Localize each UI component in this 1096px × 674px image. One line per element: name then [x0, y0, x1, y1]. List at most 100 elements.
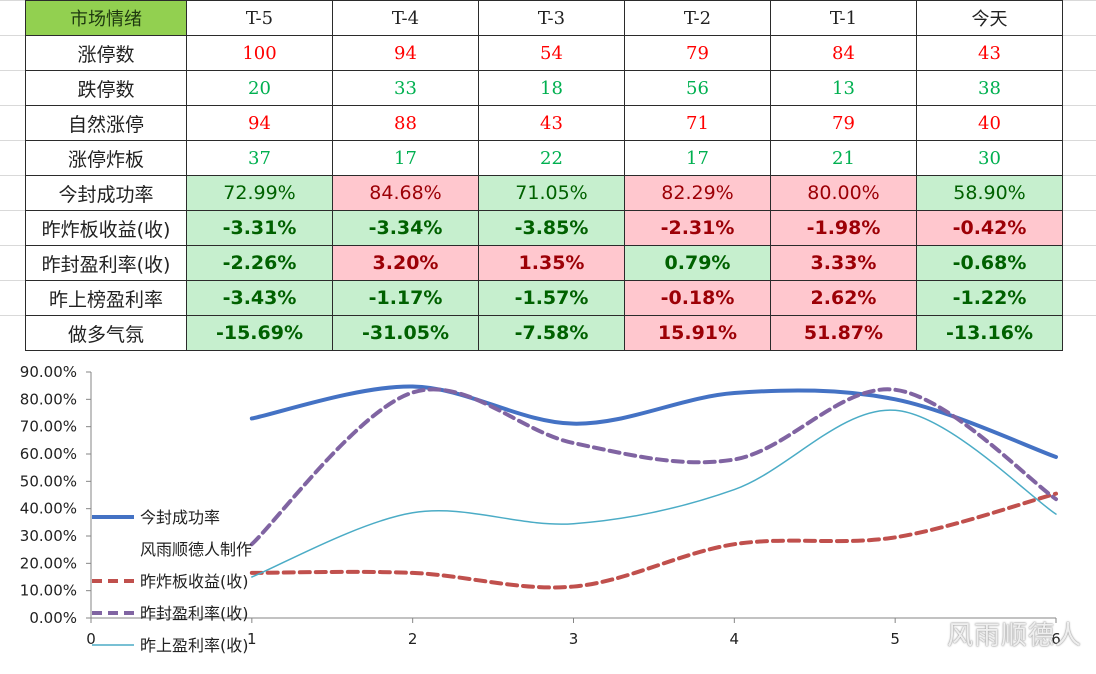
table-row: 昨上榜盈利率 -3.43% -1.17% -1.57% -0.18% 2.62% -1.22…	[25, 280, 1063, 316]
legend-label: 昨炸板收益(收)	[140, 572, 249, 591]
row-header[interactable]: 涨停炸板	[25, 140, 187, 176]
y-tick-label: 20.00%	[20, 554, 77, 572]
table-cell[interactable]: 40	[916, 105, 1063, 141]
table-cell[interactable]: 38	[916, 70, 1063, 106]
table-cell[interactable]: 21	[770, 140, 917, 176]
column-header[interactable]: T-3	[478, 0, 625, 36]
column-header[interactable]: T-5	[186, 0, 333, 36]
row-header[interactable]: 跌停数	[25, 70, 187, 106]
y-tick-label: 0.00%	[29, 609, 77, 627]
table-cell[interactable]: -3.34%	[332, 210, 479, 246]
row-header[interactable]: 涨停数	[25, 35, 187, 71]
series-line-3	[249, 387, 1058, 547]
series-line-4	[251, 409, 1057, 578]
table-cell[interactable]: 3.33%	[770, 245, 917, 281]
table-cell[interactable]: -1.22%	[916, 280, 1063, 316]
table-cell[interactable]: -1.98%	[770, 210, 917, 246]
table-row: 今封成功率 72.99% 84.68% 71.05% 82.29% 80.00% 58.90…	[25, 175, 1063, 211]
table-row: 涨停炸板 37 17 22 17 21 30	[25, 140, 1063, 176]
table-cell[interactable]: -3.43%	[186, 280, 333, 316]
y-tick-label: 70.00%	[20, 418, 77, 436]
y-tick-label: 50.00%	[20, 472, 77, 490]
table-cell[interactable]: 2.62%	[770, 280, 917, 316]
row-header[interactable]: 自然涨停	[25, 105, 187, 141]
column-header[interactable]: T-1	[770, 0, 917, 36]
table-cell[interactable]: -31.05%	[332, 315, 479, 351]
table-cell[interactable]: 94	[332, 35, 479, 71]
table-cell[interactable]: 100	[186, 35, 333, 71]
x-tick-label: 4	[730, 630, 740, 648]
table-cell[interactable]: 15.91%	[624, 315, 771, 351]
table-row: 做多气氛 -15.69% -31.05% -7.58% 15.91% 51.87% -13.…	[25, 315, 1063, 351]
table-cell[interactable]: 84.68%	[332, 175, 479, 211]
table-cell[interactable]: -0.68%	[916, 245, 1063, 281]
market-sentiment-table: 市场情绪 T-5 T-4 T-3 T-2 T-1 今天 涨停数 100 94 54 79…	[25, 0, 1063, 351]
series-line-0	[249, 384, 1058, 460]
table-cell[interactable]: 30	[916, 140, 1063, 176]
x-tick-label: 5	[890, 630, 900, 648]
table-cell[interactable]: 17	[624, 140, 771, 176]
legend-label: 风雨顺德人制作	[140, 540, 252, 559]
x-tick-label: 1	[247, 630, 257, 648]
table-cell[interactable]: -15.69%	[186, 315, 333, 351]
table-row: 涨停数 100 94 54 79 84 43	[25, 35, 1063, 71]
table-cell[interactable]: 3.20%	[332, 245, 479, 281]
row-header[interactable]: 昨炸板收益(收)	[25, 210, 187, 246]
table-cell[interactable]: -7.58%	[478, 315, 625, 351]
table-cell[interactable]: -3.31%	[186, 210, 333, 246]
table-cell[interactable]: 84	[770, 35, 917, 71]
legend-label: 昨上盈利率(收)	[140, 636, 249, 655]
table-cell[interactable]: 13	[770, 70, 917, 106]
table-cell[interactable]: 82.29%	[624, 175, 771, 211]
y-tick-label: 10.00%	[20, 582, 77, 600]
table-cell[interactable]: 1.35%	[478, 245, 625, 281]
table-cell[interactable]: -0.18%	[624, 280, 771, 316]
table-cell[interactable]: -2.26%	[186, 245, 333, 281]
x-tick-label: 0	[86, 630, 96, 648]
legend-label: 今封成功率	[140, 508, 220, 527]
table-cell[interactable]: 17	[332, 140, 479, 176]
line-chart: 0.00% 10.00% 20.00% 30.00% 40.00% 50.00% 60.00…	[0, 352, 1096, 670]
table-cell[interactable]: -13.16%	[916, 315, 1063, 351]
table-cell[interactable]: -1.17%	[332, 280, 479, 316]
table-cell[interactable]: 79	[624, 35, 771, 71]
table-cell[interactable]: -2.31%	[624, 210, 771, 246]
table-cell[interactable]: -1.57%	[478, 280, 625, 316]
table-cell[interactable]: 43	[916, 35, 1063, 71]
column-header[interactable]: T-4	[332, 0, 479, 36]
table-cell[interactable]: 0.79%	[624, 245, 771, 281]
y-tick-label: 80.00%	[20, 390, 77, 408]
table-cell[interactable]: 79	[770, 105, 917, 141]
watermark: 风雨顺德人	[946, 621, 1082, 651]
table-cell[interactable]: 33	[332, 70, 479, 106]
table-cell[interactable]: 71.05%	[478, 175, 625, 211]
table-cell[interactable]: 56	[624, 70, 771, 106]
y-tick-label: 40.00%	[20, 500, 77, 518]
table-cell[interactable]: 58.90%	[916, 175, 1063, 211]
row-header[interactable]: 昨上榜盈利率	[25, 280, 187, 316]
table-cell[interactable]: 43	[478, 105, 625, 141]
table-cell[interactable]: -0.42%	[916, 210, 1063, 246]
row-header[interactable]: 昨封盈利率(收)	[25, 245, 187, 281]
row-header[interactable]: 今封成功率	[25, 175, 187, 211]
table-cell[interactable]: 22	[478, 140, 625, 176]
table-cell[interactable]: 88	[332, 105, 479, 141]
table-cell[interactable]: 72.99%	[186, 175, 333, 211]
table-cell[interactable]: 37	[186, 140, 333, 176]
table-header-row: 市场情绪 T-5 T-4 T-3 T-2 T-1 今天	[25, 0, 1063, 36]
table-cell[interactable]: 54	[478, 35, 625, 71]
table-cell[interactable]: 18	[478, 70, 625, 106]
y-tick-label: 90.00%	[20, 363, 77, 381]
column-header[interactable]: 今天	[916, 0, 1063, 36]
x-tick-label: 2	[408, 630, 418, 648]
table-cell[interactable]: -3.85%	[478, 210, 625, 246]
corner-header[interactable]: 市场情绪	[25, 0, 187, 36]
table-cell[interactable]: 80.00%	[770, 175, 917, 211]
table-cell[interactable]: 94	[186, 105, 333, 141]
table-cell[interactable]: 71	[624, 105, 771, 141]
column-header[interactable]: T-2	[624, 0, 771, 36]
table-cell[interactable]: 20	[186, 70, 333, 106]
series-line-2	[249, 491, 1058, 590]
table-cell[interactable]: 51.87%	[770, 315, 917, 351]
row-header[interactable]: 做多气氛	[25, 315, 187, 351]
